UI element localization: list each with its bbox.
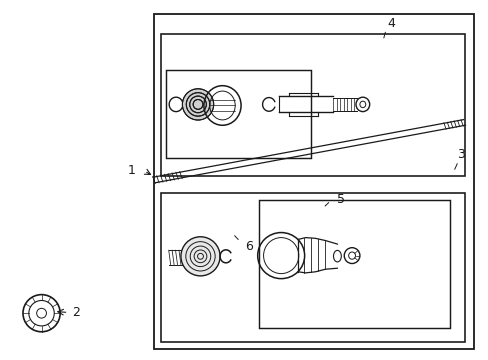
Bar (259, 200, 449, 328)
Bar (161, 193, 464, 342)
Text: 3: 3 (456, 148, 464, 161)
Bar (161, 34, 464, 176)
Circle shape (182, 89, 213, 120)
Bar (154, 14, 473, 349)
Text: 4: 4 (386, 17, 394, 30)
Text: 5: 5 (337, 193, 345, 206)
Text: 1: 1 (128, 165, 136, 177)
Text: 6: 6 (245, 240, 253, 253)
Bar (166, 70, 310, 158)
Circle shape (181, 237, 220, 276)
Text: 2: 2 (72, 306, 80, 319)
